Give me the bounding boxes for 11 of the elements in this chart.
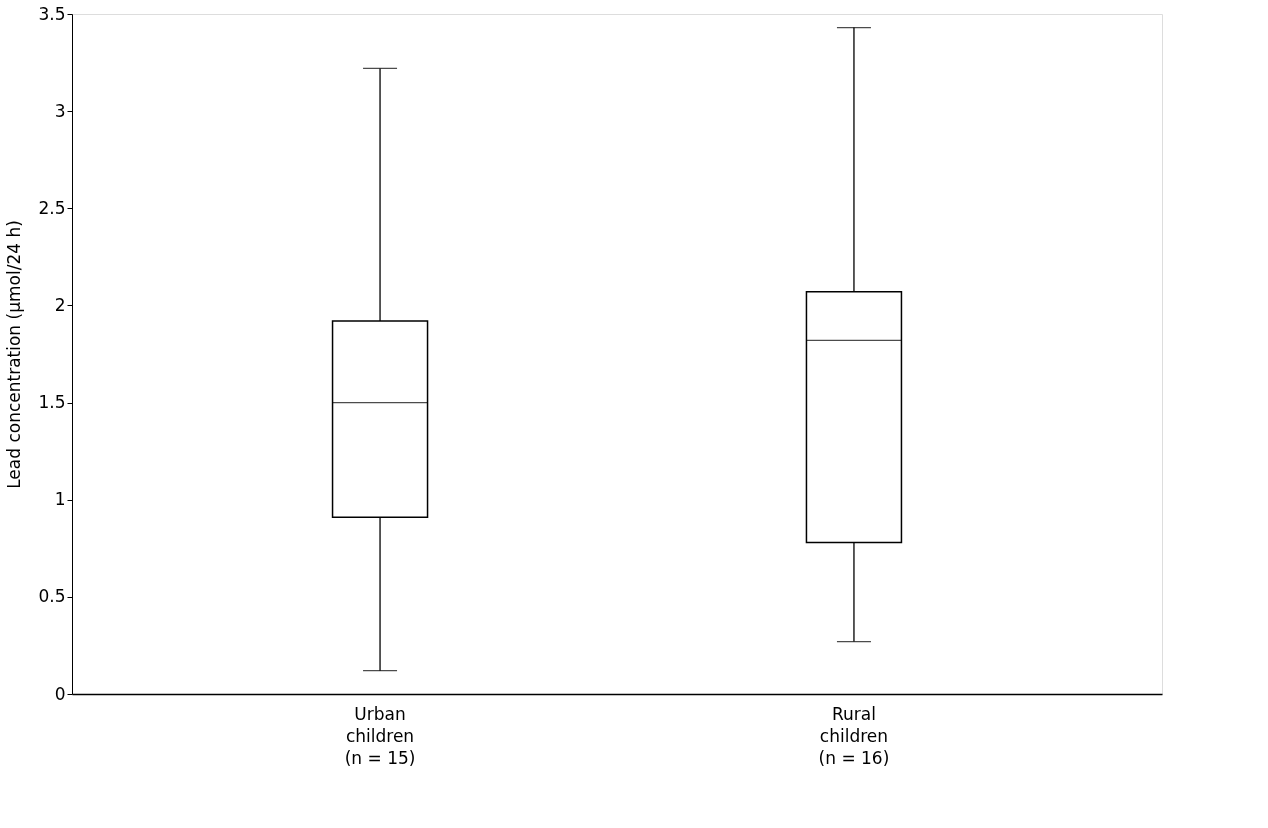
y-tick-label: 1 — [54, 489, 66, 510]
y-tick-label: 1.5 — [38, 392, 66, 413]
y-tick-label: 0.5 — [38, 586, 66, 607]
x-tick-label: Rural children (n = 16) — [818, 703, 890, 768]
x-tick-label: Urban children (n = 15) — [344, 703, 416, 768]
y-tick-label: 3 — [54, 100, 66, 121]
y-tick-label: 3.5 — [38, 3, 66, 24]
y-tick-label: 2 — [54, 294, 66, 315]
y-tick-label: 2.5 — [38, 197, 66, 218]
y-tick-label: 0 — [54, 683, 66, 704]
y-axis-title: Lead concentration (µmol/24 h) — [4, 220, 25, 489]
